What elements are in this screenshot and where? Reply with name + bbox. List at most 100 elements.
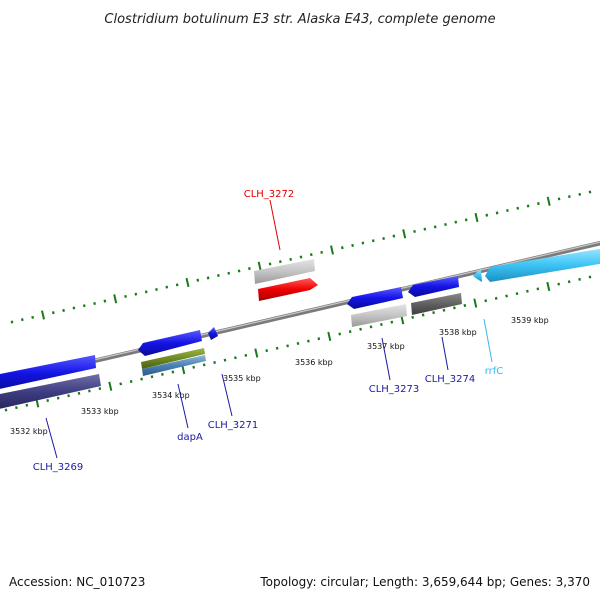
lower-tick-35 (369, 325, 373, 329)
lower-tick-36 (380, 322, 383, 327)
lower-tick-30 (317, 337, 321, 341)
lower-tick-23 (244, 353, 248, 357)
feature-dapa-cds[interactable] (138, 330, 202, 356)
lower-tick-13 (140, 377, 143, 381)
lower-tick-19 (202, 363, 206, 367)
feature-clh3269-cds[interactable] (0, 355, 96, 391)
lower-tick-20 (213, 360, 216, 365)
lower-tick-26 (275, 346, 279, 350)
gene-label-rrfc[interactable]: rrfC (485, 366, 504, 377)
gene-label-clh3273[interactable]: CLH_3273 (369, 384, 420, 395)
lower-tick-50 (526, 289, 529, 293)
lower-tick-15 (161, 372, 164, 376)
lower-tick-27 (286, 344, 289, 348)
feature-rrfc-small[interactable] (473, 269, 482, 282)
upper-tick-51 (537, 202, 540, 206)
upper-tick-6 (72, 306, 76, 310)
upper-tick-26 (279, 260, 282, 264)
upper-tick-27 (289, 257, 293, 261)
upper-tick-21 (227, 271, 231, 275)
gene-label-clh3272[interactable]: CLH_3272 (244, 189, 295, 200)
lower-tick-11 (119, 382, 123, 386)
lower-tick-55 (578, 277, 581, 281)
lower-tick-18 (192, 365, 196, 369)
feature-clh3273-cds[interactable] (347, 287, 403, 309)
upper-tick-19 (206, 276, 210, 280)
lower-tick-44 (463, 303, 467, 308)
leader-line-dapa (177, 383, 189, 429)
upper-tick-1 (20, 318, 24, 322)
lower-tick-47 (494, 296, 498, 300)
upper-tick-39 (413, 229, 416, 233)
leader-line-rrfc (483, 318, 493, 363)
upper-tick-18 (196, 278, 200, 282)
upper-tick-16 (175, 283, 179, 287)
tick-label-3533: 3533 kbp (81, 407, 119, 416)
upper-tick-54 (568, 195, 571, 199)
gene-label-dapa[interactable]: dapA (177, 432, 203, 443)
gene-label-clh3269[interactable]: CLH_3269 (33, 462, 84, 473)
lower-tick-5 (56, 396, 60, 400)
feature-dapa-band-1[interactable] (141, 348, 205, 369)
gene-label-clh3271[interactable]: CLH_3271 (208, 420, 259, 431)
lower-tick-34 (359, 327, 362, 331)
lower-tick-0 (4, 408, 8, 412)
feature-clh3274-gene[interactable] (411, 293, 462, 315)
leader-line-clh3274 (441, 336, 449, 371)
tick-ruler-upper (10, 190, 592, 324)
feature-dapa-band-2[interactable] (142, 355, 206, 376)
upper-tick-38 (402, 229, 407, 239)
upper-tick-31 (330, 245, 334, 255)
upper-tick-12 (134, 292, 138, 296)
upper-tick-20 (217, 274, 220, 278)
upper-tick-36 (382, 236, 385, 240)
feature-clh3273-gene[interactable] (351, 304, 407, 327)
lower-tick-17 (181, 364, 186, 375)
gene-label-clh3274[interactable]: CLH_3274 (425, 374, 476, 385)
feature-rrfc-rrna[interactable] (485, 248, 600, 282)
upper-tick-49 (516, 206, 520, 210)
lower-tick-53 (557, 282, 561, 286)
lower-tick-8 (88, 389, 91, 393)
lower-tick-9 (98, 387, 102, 391)
lower-tick-31 (327, 331, 332, 342)
upper-tick-15 (165, 285, 169, 289)
lower-tick-1 (15, 406, 18, 410)
feature-clh3271-cds[interactable] (208, 327, 218, 340)
leader-line-clh3273 (381, 337, 391, 381)
feature-clh3272-cds[interactable] (258, 278, 318, 301)
upper-tick-34 (361, 241, 365, 245)
upper-tick-43 (454, 220, 458, 224)
tick-label-3535: 3535 kbp (223, 374, 261, 383)
upper-tick-32 (340, 246, 344, 250)
lower-tick-49 (515, 292, 519, 296)
feature-clh3274-cds[interactable] (408, 276, 459, 297)
lower-tick-28 (296, 341, 300, 346)
lower-tick-45 (473, 298, 478, 308)
upper-tick-5 (62, 308, 65, 312)
tick-label-3534: 3534 kbp (152, 391, 190, 400)
lower-tick-32 (338, 332, 342, 336)
lower-tick-2 (25, 403, 29, 407)
upper-tick-14 (155, 287, 158, 292)
upper-tick-56 (588, 190, 592, 194)
upper-tick-55 (578, 192, 582, 196)
leader-line-clh3271 (221, 373, 233, 417)
leader-line-clh3269 (45, 417, 58, 459)
upper-tick-44 (464, 218, 468, 222)
upper-tick-23 (248, 267, 251, 271)
upper-tick-50 (526, 204, 530, 208)
upper-tick-10 (113, 294, 118, 304)
upper-tick-41 (433, 225, 437, 229)
lower-tick-7 (77, 391, 81, 395)
lower-tick-24 (254, 348, 259, 358)
leader-line-clh3272 (269, 199, 281, 251)
tick-label-3539: 3539 kbp (511, 316, 549, 325)
feature-clh3269-gene[interactable] (0, 374, 101, 411)
upper-tick-0 (10, 320, 14, 324)
upper-tick-37 (392, 234, 396, 238)
upper-tick-45 (474, 212, 479, 223)
upper-tick-24 (257, 261, 262, 271)
feature-clh3272-gene[interactable] (254, 259, 315, 284)
